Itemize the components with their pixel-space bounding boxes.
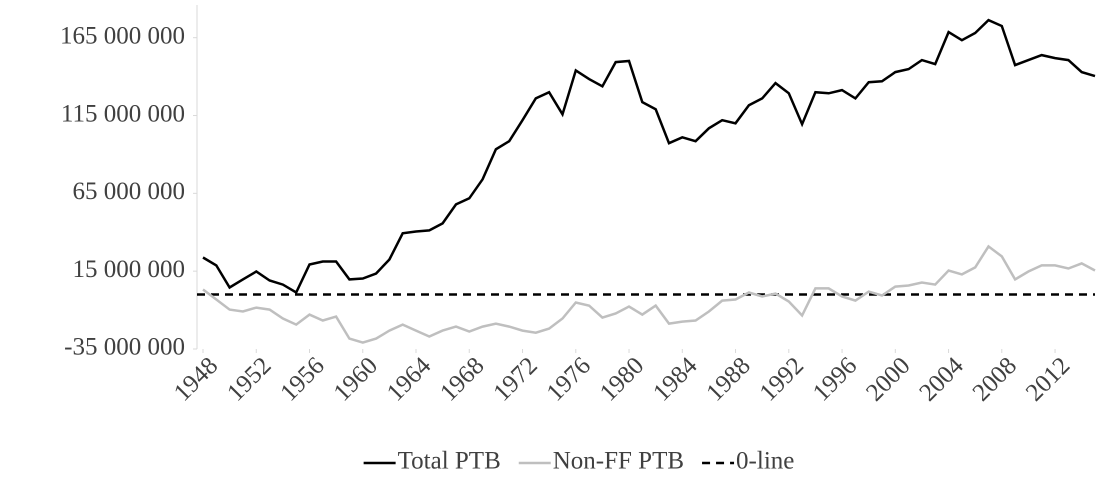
x-tick-label: 1976 <box>542 352 596 406</box>
line-series <box>202 18 1096 295</box>
x-tick-label: 1952 <box>222 352 276 406</box>
legend-label: 0-line <box>736 448 794 475</box>
x-tick-label: 1972 <box>488 352 542 406</box>
x-tick-label: 1968 <box>435 352 489 406</box>
y-tick-label: 115 000 000 <box>61 100 185 127</box>
x-tick-label: 2004 <box>914 352 969 407</box>
y-tick-label: 65 000 000 <box>73 178 186 205</box>
legend-label: Non-FF PTB <box>553 448 684 475</box>
x-tick-label: 2012 <box>1021 352 1075 406</box>
x-tick-label: 1992 <box>755 352 809 406</box>
legend-label: Total PTB <box>398 448 501 475</box>
legend: Total PTB Non-FF PTB 0-line <box>363 448 794 475</box>
x-tick-label: 1980 <box>595 352 649 406</box>
x-tick-label: 1964 <box>382 352 437 407</box>
x-tick-label: 1996 <box>808 352 862 406</box>
line-series <box>202 244 1096 344</box>
x-tick-label: 1988 <box>701 352 755 406</box>
y-tick-label: -35 000 000 <box>64 334 185 361</box>
x-tick-label: 1984 <box>648 352 703 407</box>
y-tick-label: 165 000 000 <box>60 22 185 49</box>
y-tick-label: 15 000 000 <box>73 256 186 283</box>
x-tick-label: 1960 <box>329 352 383 406</box>
x-tick-label: 2000 <box>861 352 915 406</box>
x-tick-label: 1956 <box>275 352 329 406</box>
x-tick-label: 2008 <box>968 352 1022 406</box>
